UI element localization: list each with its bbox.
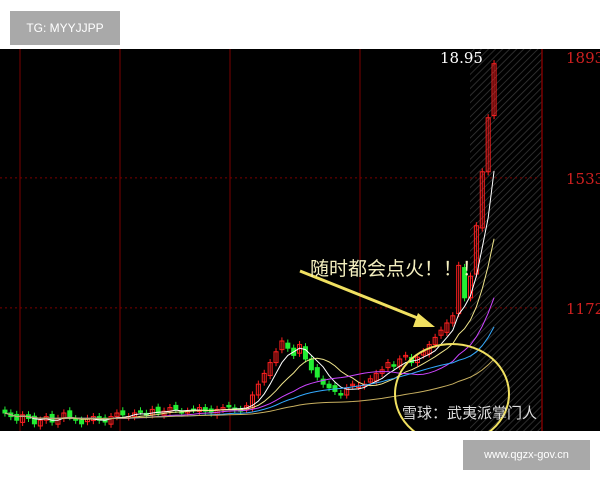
peak-label: 18.95 (440, 49, 483, 67)
candle-up (20, 414, 26, 423)
candle-down (320, 378, 326, 385)
candle-down (79, 419, 85, 425)
chart-svg: 随时都会点火！！！ 18.95 雪球：武夷派掌门人 1893 1533 1172 (0, 49, 600, 445)
candle-down (391, 364, 397, 367)
candle-down (314, 367, 320, 378)
candle-up (432, 336, 438, 346)
candle-down (137, 410, 143, 413)
candle-down (308, 358, 314, 371)
candle-up (467, 275, 473, 299)
candlestick-chart: 随时都会点火！！！ 18.95 雪球：武夷派掌门人 1893 1533 1172 (0, 49, 600, 445)
candle-down (14, 413, 20, 421)
candle-down (285, 342, 291, 349)
candle-down (155, 406, 161, 414)
candle-up (385, 362, 391, 369)
annotation-text: 随时都会点火！！！ (310, 258, 481, 280)
y-tick-label: 1533 (566, 170, 600, 188)
moving-average-5 (4, 170, 495, 421)
candle-down (202, 407, 208, 412)
candle-up (414, 356, 420, 364)
candle-up (491, 63, 497, 117)
moving-average-60 (4, 358, 495, 420)
candle-down (31, 415, 37, 425)
candle-up (403, 354, 409, 358)
candle-up (350, 383, 356, 387)
future-hatch-region (470, 49, 542, 431)
candle-up (438, 329, 444, 336)
annotation-arrow-shaft (299, 269, 426, 323)
candle-down (67, 410, 73, 418)
candle-up (267, 362, 273, 377)
candle-down (2, 409, 8, 414)
candle-up (485, 117, 491, 173)
candle-up (108, 416, 114, 425)
y-tick-label: 1172 (566, 300, 600, 318)
candle-down (226, 404, 232, 408)
watermark: 雪球：武夷派掌门人 (402, 404, 537, 422)
candle-down (462, 267, 468, 299)
tg-label: TG: MYYJJPP (10, 11, 120, 45)
candle-up (255, 383, 261, 396)
candle-up (37, 419, 43, 427)
candle-down (302, 346, 308, 360)
site-label: www.qgzx-gov.cn (463, 440, 590, 470)
candle-up (196, 407, 202, 413)
candle-up (273, 351, 279, 364)
candle-down (338, 393, 344, 396)
candle-down (173, 404, 179, 410)
candle-up (367, 378, 373, 383)
candle-up (479, 171, 485, 229)
candle-up (450, 315, 456, 324)
candle-down (120, 410, 126, 416)
candle-up (261, 372, 267, 383)
annotation-arrow-head (413, 313, 435, 327)
candle-down (326, 383, 332, 389)
candle-up (444, 322, 450, 333)
candle-up (279, 340, 285, 351)
candle-up (114, 412, 120, 418)
candle-up (420, 351, 426, 356)
moving-average-10 (4, 238, 495, 420)
y-tick-label: 1893 (566, 49, 600, 67)
